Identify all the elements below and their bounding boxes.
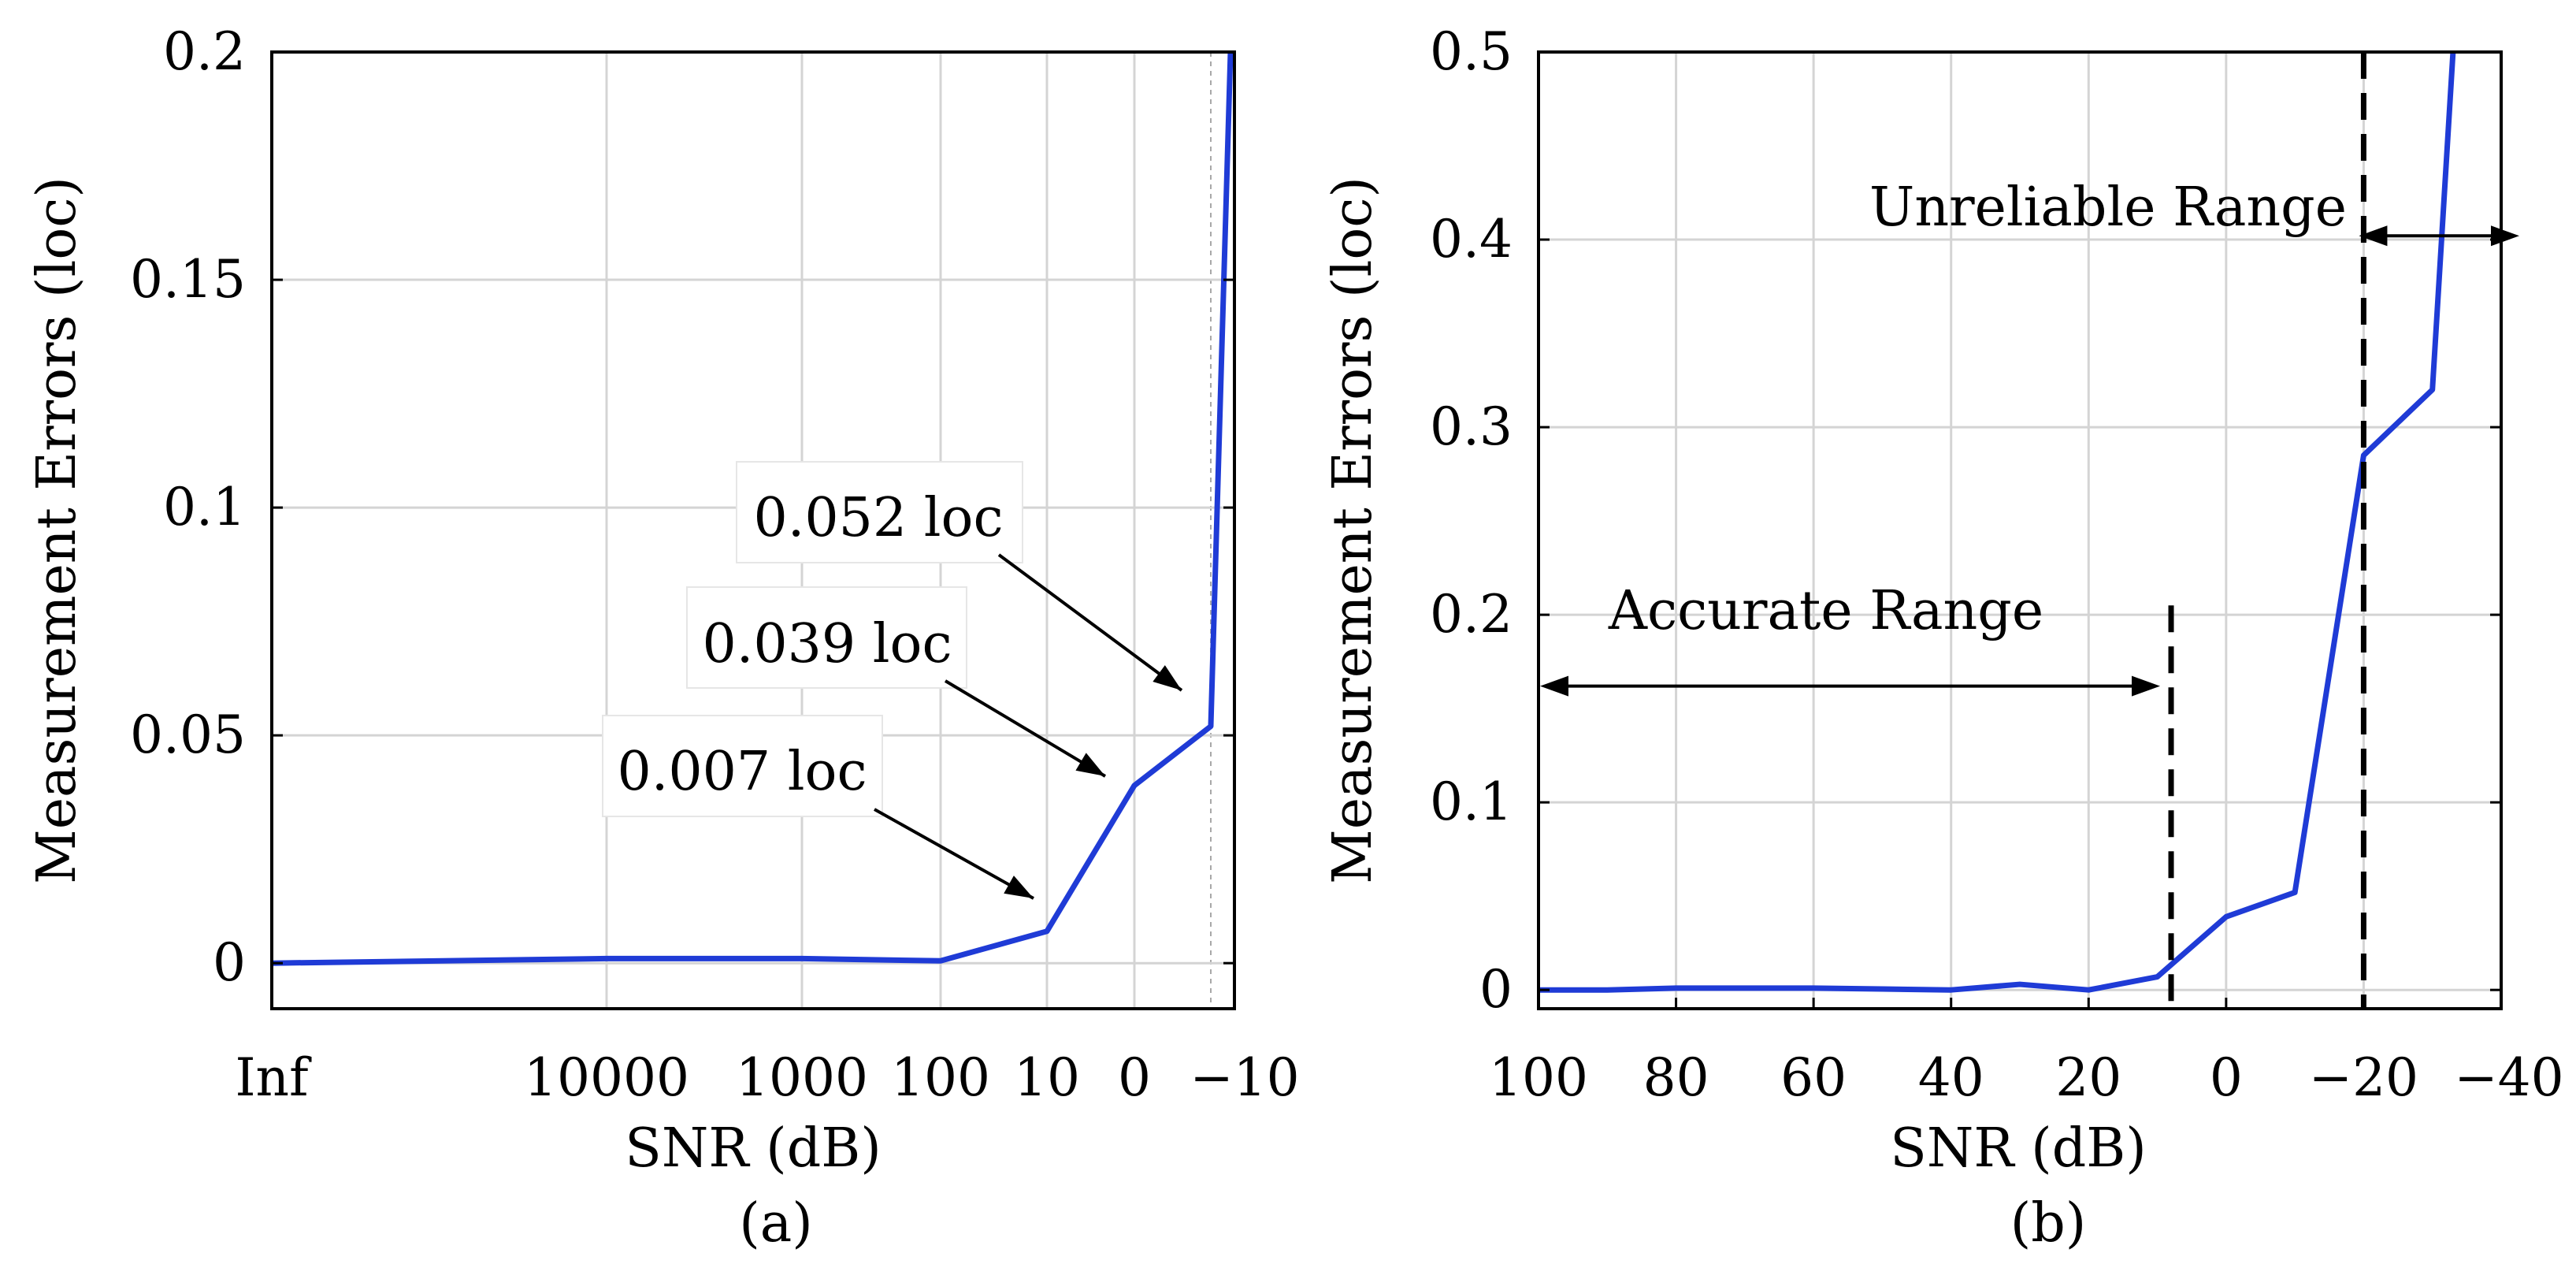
- panel-a-series: [271, 51, 1234, 966]
- panel-b-y-tick-label: 0.3: [1430, 396, 1513, 457]
- panel-b-annotations: Accurate Range Unreliable Range: [1540, 177, 2519, 697]
- panel-b-y-tick-label: 0.2: [1430, 584, 1513, 645]
- panel-b-y-tick-label: 0.1: [1430, 771, 1513, 832]
- annotation-label: 0.039 loc: [702, 613, 952, 675]
- panel-a-y-tick-label: 0: [213, 932, 246, 993]
- annotation-label: 0.052 loc: [753, 487, 1003, 549]
- annotation-arrow-head: [1153, 665, 1182, 690]
- panel-b-y-tick-label: 0: [1479, 959, 1513, 1020]
- annotation-arrow-head: [1075, 753, 1105, 776]
- accurate-range-label: Accurate Range: [1608, 580, 2043, 642]
- panel-a-x-axis-label: SNR (dB): [625, 1117, 881, 1180]
- panel-b-x-tick-label: 0: [2210, 1047, 2243, 1108]
- panel-a-caption: (a): [739, 1192, 813, 1255]
- panel-a-x-tick-label: 1000: [736, 1047, 868, 1108]
- panel-a-y-ticks: 0 0.05 0.1 0.15 0.2: [130, 21, 1234, 993]
- panel-a-x-ticks: Inf 10000 1000 100 10 0 −10: [235, 1047, 1299, 1108]
- annotation-arrow: [997, 553, 1183, 692]
- panel-b-x-tick-label: −20: [2309, 1047, 2418, 1108]
- panel-b-y-tick-label: 0.4: [1430, 209, 1513, 270]
- panel-a-x-tick-label: 0: [1118, 1047, 1151, 1108]
- panel-b-x-tick-label: 60: [1780, 1047, 1847, 1108]
- annotation-label: 0.007 loc: [617, 741, 867, 803]
- panel-a-x-tick-label: −10: [1190, 1047, 1299, 1108]
- accurate-range-arrow-head-left: [1540, 675, 1568, 697]
- annotation-box: [602, 715, 883, 817]
- accurate-range-arrow-head-right: [2132, 675, 2161, 697]
- panel-a-y-tick-label: 0.2: [163, 21, 246, 82]
- unreliable-range-label: Unreliable Range: [1869, 177, 2347, 239]
- annotation-arrow: [874, 808, 1034, 900]
- annotation-arrow: [944, 679, 1107, 778]
- panel-a-x-tick-label: 10: [1014, 1047, 1080, 1108]
- panel-b-x-tick-label: 20: [2055, 1047, 2121, 1108]
- panel-a-x-tick-label: 100: [891, 1047, 990, 1108]
- annotation-box: [736, 461, 1023, 563]
- panel-b-x-ticks: 100 80 60 40 20 0 −20 −40: [1489, 998, 2564, 1108]
- unreliable-range-arrow-head-left: [2359, 225, 2388, 247]
- panel-a-y-axis-label: Measurement Errors (loc): [26, 177, 88, 884]
- panel-a-series-line: [271, 51, 1234, 966]
- annotation-arrow-head: [1004, 876, 1034, 898]
- panel-b-x-tick-label: 40: [1918, 1047, 1984, 1108]
- panel-b-x-tick-label: 80: [1643, 1047, 1709, 1108]
- panel-a-y-tick-label: 0.1: [163, 477, 246, 537]
- panel-a-y-tick-label: 0.05: [130, 705, 246, 765]
- panel-a-y-tick-label: 0.15: [130, 249, 246, 310]
- panel-b-y-axis-label: Measurement Errors (loc): [1322, 177, 1384, 884]
- panel-a-annotations: 0.052 loc 0.039 loc 0.007 loc: [602, 461, 1183, 900]
- panel-b-series-line: [1539, 51, 2456, 993]
- annotation-box: [686, 586, 967, 689]
- panel-b: 0 0.1 0.2 0.3 0.4 0.5 100 80 60 40 20 0 −20 −40 Accu…: [1322, 21, 2564, 1255]
- panel-b-x-tick-label: −40: [2454, 1047, 2563, 1108]
- panel-a-x-tick-label: 10000: [524, 1047, 689, 1108]
- unreliable-range-arrow-head-right: [2491, 225, 2519, 247]
- panel-b-series: [1539, 51, 2456, 993]
- panel-b-x-axis-label: SNR (dB): [1890, 1117, 2146, 1180]
- panel-a: 00.050.10.150.2 Inf 10000 1000 100 10 0 −10 0.…: [26, 21, 1300, 1255]
- panel-b-caption: (b): [2010, 1192, 2087, 1255]
- panel-b-y-tick-label: 0.5: [1430, 21, 1513, 82]
- panel-a-axes-frame: [270, 50, 1236, 1010]
- panel-a-x-tick-label: Inf: [235, 1047, 312, 1108]
- panel-b-dashed-lines: [2168, 52, 2366, 1009]
- panel-b-y-ticks: 0 0.1 0.2 0.3 0.4 0.5: [1430, 21, 2501, 1020]
- panel-b-axes-frame: [1537, 50, 2503, 1010]
- panel-b-x-tick-label: 100: [1489, 1047, 1588, 1108]
